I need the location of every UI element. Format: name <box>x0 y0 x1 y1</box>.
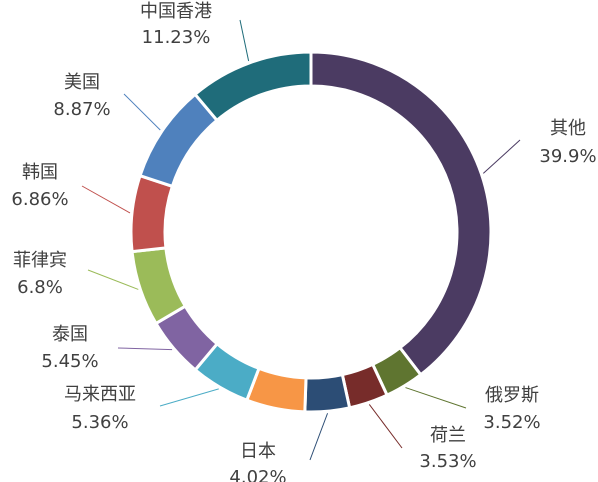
slice-name-label: 其他 <box>550 118 586 139</box>
leader-line <box>239 19 250 62</box>
slice-value-label: 3.52% <box>483 412 540 433</box>
slice-value-label: 3.53% <box>419 451 476 472</box>
leader-lines <box>81 19 521 461</box>
slice-name-label: 荷兰 <box>430 425 466 446</box>
leader-line <box>117 347 173 351</box>
leader-line <box>159 388 219 407</box>
slice-name-label: 马来西亚 <box>64 384 136 405</box>
slice-value-label: 5.45% <box>41 351 98 372</box>
slice-name-label: 俄罗斯 <box>485 385 539 406</box>
leader-line <box>309 413 329 461</box>
slice-name-label: 泰国 <box>52 324 88 345</box>
leader-line <box>405 387 467 409</box>
leader-line <box>87 269 139 290</box>
slice-value-label: 8.87% <box>53 99 110 120</box>
leader-line <box>123 93 161 131</box>
slice-name-label: 日本 <box>240 441 276 462</box>
donut-slices <box>129 50 493 414</box>
slice-value-label: 6.86% <box>11 189 68 210</box>
donut-slice-8 <box>129 173 175 254</box>
slice-value-label: 6.8% <box>17 277 63 298</box>
donut-slice-3 <box>303 372 352 414</box>
slice-name-label: 中国香港 <box>140 1 212 22</box>
slice-labels: 其他 39.9% 俄罗斯 3.52% 荷兰 3.53% 日本 4.02% 马来西亚 5.36% 泰国… <box>11 1 596 482</box>
leader-line <box>81 185 131 214</box>
slice-value-label: 11.23% <box>142 27 211 48</box>
donut-slice-0 <box>309 50 493 377</box>
leader-line <box>482 139 521 174</box>
slice-value-label: 5.36% <box>71 412 128 433</box>
leader-line <box>368 404 403 449</box>
donut-slice-7 <box>130 246 188 326</box>
slice-value-label: 39.9% <box>539 146 596 167</box>
donut-slice-10 <box>192 50 313 123</box>
slice-name-label: 美国 <box>64 72 100 93</box>
slice-name-label: 韩国 <box>22 162 58 183</box>
slice-name-label: 菲律宾 <box>13 250 67 271</box>
slice-value-label: 4.02% <box>229 467 286 482</box>
